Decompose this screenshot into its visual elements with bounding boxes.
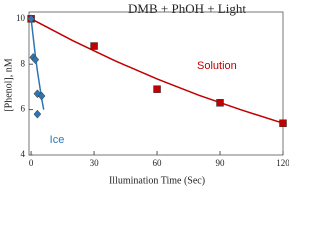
y-tick-label: 4 bbox=[21, 149, 26, 159]
point bbox=[37, 91, 46, 101]
point bbox=[27, 14, 35, 24]
y-tick-label: 6 bbox=[21, 104, 26, 114]
series-label: Ice bbox=[50, 134, 65, 146]
point bbox=[31, 55, 40, 65]
series-label: Solution bbox=[197, 60, 237, 72]
point bbox=[279, 119, 287, 127]
x-axis-label: Illumination Time (Sec) bbox=[109, 175, 205, 186]
x-tick-label: 90 bbox=[216, 158, 226, 168]
x-tick-label: 30 bbox=[90, 158, 100, 168]
x-tick-label: 120 bbox=[276, 158, 289, 168]
y-tick-label: 10 bbox=[16, 13, 26, 23]
chart: DMB + PhOH + Light Illumination Time (Se… bbox=[3, 1, 289, 186]
point bbox=[90, 42, 98, 50]
point bbox=[216, 99, 224, 107]
x-tick-label: 0 bbox=[29, 158, 34, 168]
fit-line bbox=[30, 18, 284, 124]
point bbox=[33, 109, 42, 119]
page: {"chart_data": {"type": "scatter", "titl… bbox=[3, 0, 289, 187]
point bbox=[153, 85, 161, 93]
y-tick-label: 8 bbox=[21, 58, 26, 68]
x-tick-label: 60 bbox=[153, 158, 163, 168]
point bbox=[33, 89, 42, 99]
plot-frame bbox=[28, 11, 284, 156]
chart-title: DMB + PhOH + Light bbox=[128, 1, 246, 16]
y-axis-label: [Phenol], nM bbox=[3, 58, 14, 111]
